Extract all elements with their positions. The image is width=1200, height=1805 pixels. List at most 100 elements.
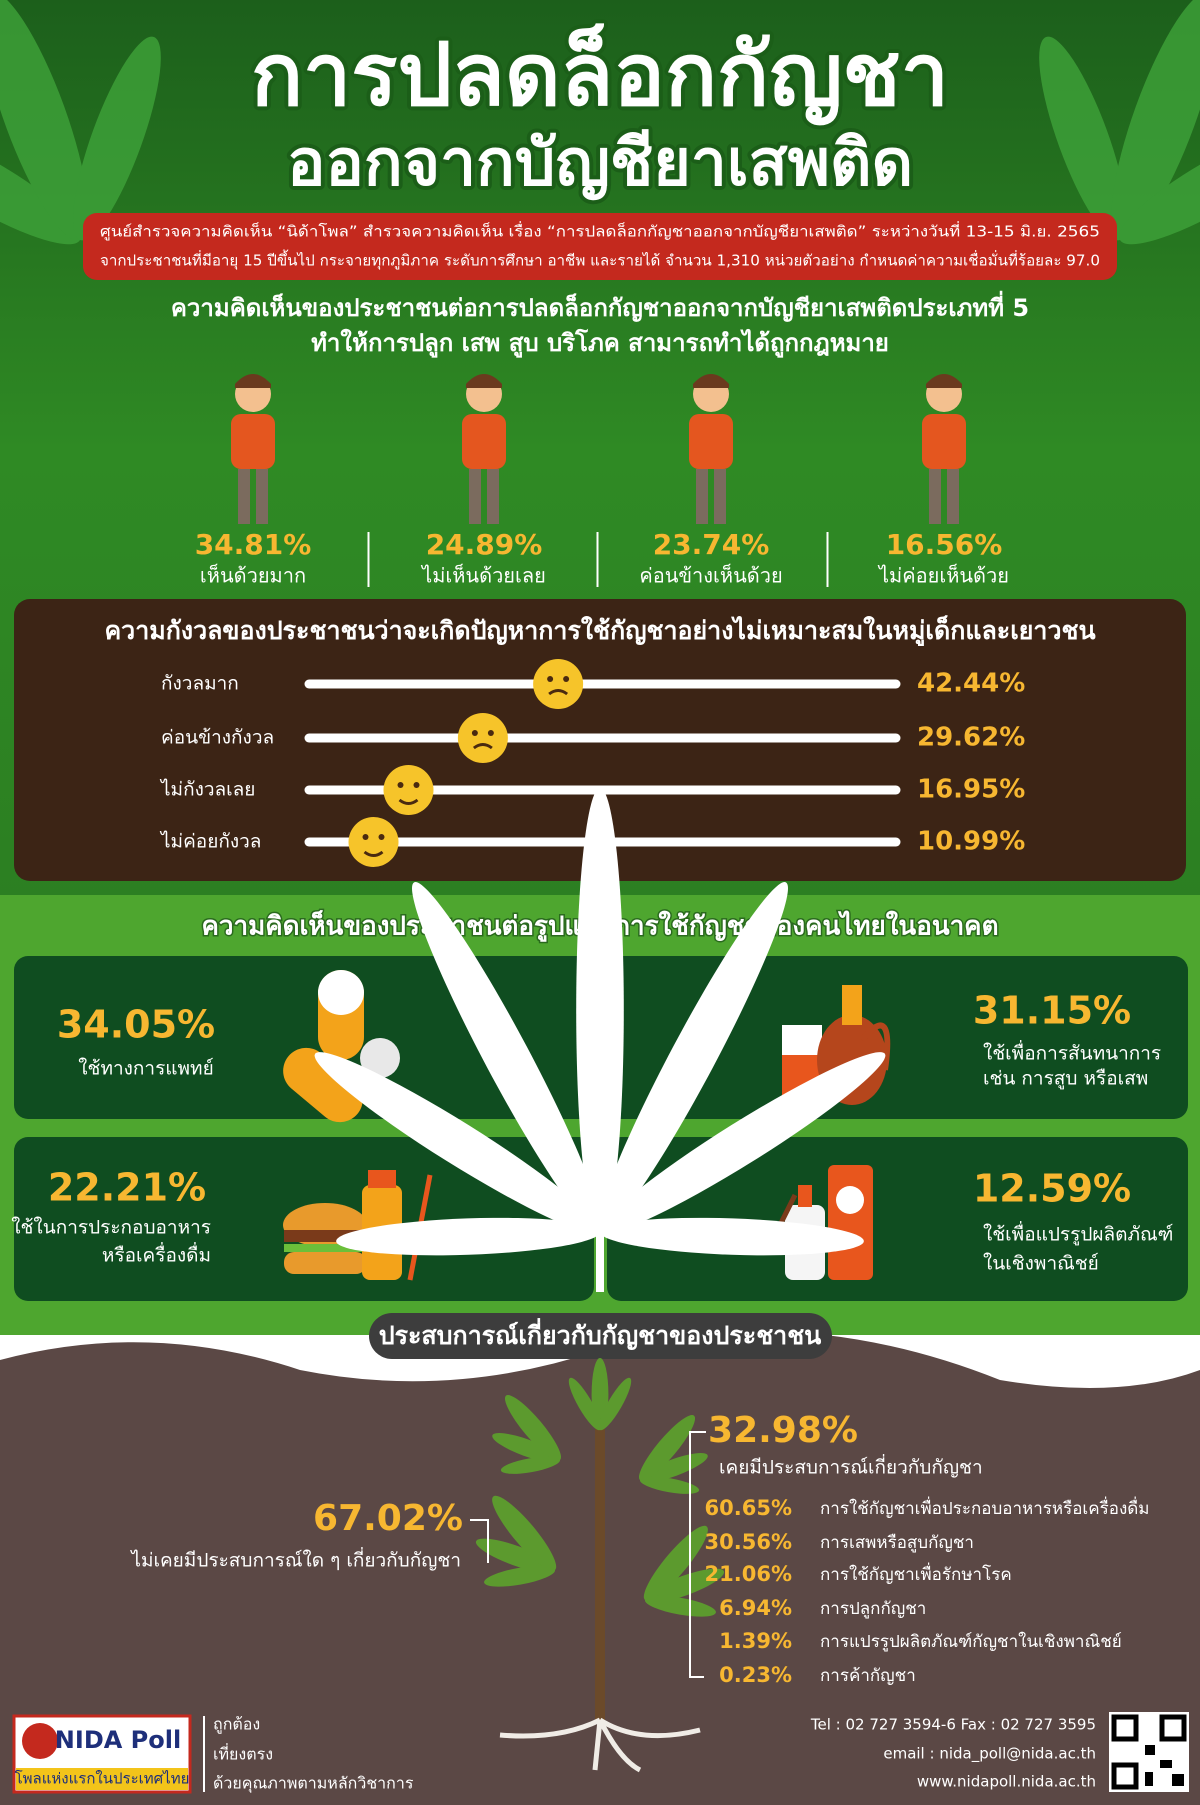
face-eye bbox=[413, 782, 420, 788]
decoration bbox=[368, 1170, 396, 1188]
face-eye bbox=[471, 730, 478, 736]
contact: email : nida_poll@nida.ac.th bbox=[883, 1745, 1096, 1764]
never-label: ไม่เคยมีประสบการณ์ใด ๆ เกี่ยวกับกัญชา bbox=[129, 1547, 461, 1572]
face-eye bbox=[378, 834, 385, 840]
logo-emblem bbox=[22, 1723, 58, 1759]
motto: เที่ยงตรง bbox=[213, 1743, 273, 1764]
usage-percent: 12.59% bbox=[973, 1167, 1131, 1211]
contact: www.nidapoll.nida.ac.th bbox=[917, 1773, 1096, 1791]
usage-panel bbox=[607, 956, 1188, 1119]
face bbox=[457, 713, 508, 763]
face bbox=[533, 659, 584, 709]
motto: ถูกต้อง bbox=[213, 1715, 260, 1735]
worry-label: ไม่ค่อยกังวล bbox=[159, 831, 261, 853]
face-mouth bbox=[472, 743, 493, 750]
ever-item-percent: 60.65% bbox=[705, 1496, 792, 1520]
usage-panel bbox=[607, 1137, 1188, 1301]
logo-tagline: โพลแห่งแรกในประเทศไทย bbox=[15, 1770, 190, 1788]
worry-label: ค่อนข้างกังวล bbox=[161, 727, 274, 749]
usage-label: ในเชิงพาณิชย์ bbox=[983, 1253, 1099, 1275]
cannabis-leaf bbox=[303, 788, 897, 1292]
usage-label: ใช้เพื่อการสันทนาการ bbox=[983, 1040, 1161, 1065]
section-heading: ประสบการณ์เกี่ยวกับกัญชาของประชาชน bbox=[379, 1318, 822, 1350]
usage-percent: 34.05% bbox=[57, 1003, 215, 1047]
worry-label: กังวลมาก bbox=[161, 673, 239, 695]
decoration bbox=[782, 1025, 822, 1055]
ever-percent: 32.98% bbox=[708, 1410, 858, 1451]
opinion-label: เห็นด้วยมาก bbox=[200, 563, 306, 588]
tagline-bar bbox=[16, 1768, 188, 1790]
survey-note: ศูนย์สำรวจความคิดเห็น “นิด้าโพล” สำรวจคว… bbox=[100, 221, 1100, 241]
decoration bbox=[1111, 1714, 1139, 1742]
usage-label: เช่น การสูบ หรือเสพ bbox=[983, 1068, 1148, 1090]
logo-text: NIDA Poll bbox=[55, 1726, 181, 1754]
opinion-percent: 24.89% bbox=[426, 528, 543, 561]
decoration bbox=[1159, 1714, 1187, 1742]
opinion-label: ไม่ค่อยเห็นด้วย bbox=[877, 563, 1009, 588]
usage-label: หรือเครื่องดื่ม bbox=[102, 1242, 211, 1267]
worry-percent: 10.99% bbox=[917, 827, 1025, 857]
decoration bbox=[318, 970, 364, 1015]
face-eye bbox=[547, 676, 554, 682]
note-box bbox=[83, 213, 1117, 280]
contact: Tel : 02 727 3594-6 Fax : 02 727 3595 bbox=[810, 1716, 1096, 1734]
ever-item-percent: 0.23% bbox=[719, 1663, 792, 1687]
opinion-percent: 16.56% bbox=[886, 528, 1003, 561]
face-eye bbox=[563, 676, 570, 682]
usage-panel bbox=[14, 956, 594, 1119]
face-mouth bbox=[363, 850, 384, 857]
usage-label: ใช้เพื่อแปรรูปผลิตภัณฑ์ bbox=[983, 1221, 1173, 1246]
decoration bbox=[360, 1038, 400, 1078]
ever-item-percent: 30.56% bbox=[705, 1530, 792, 1554]
section-heading: ทำให้การปลูก เสพ สูบ บริโภค สามารถทำได้ถ… bbox=[311, 328, 889, 358]
decoration bbox=[1172, 1774, 1184, 1786]
ever-item-label: การใช้กัญชาเพื่อรักษาโรค bbox=[820, 1562, 1012, 1585]
usage-label: ใช้ทางการแพทย์ bbox=[78, 1058, 213, 1080]
motto: ด้วยคุณภาพตามหลักวิชาการ bbox=[213, 1774, 414, 1794]
ever-item-percent: 21.06% bbox=[705, 1562, 792, 1586]
ever-item-label: การปลูกกัญชา bbox=[820, 1599, 926, 1619]
opinion-percent: 34.81% bbox=[195, 528, 312, 561]
never-percent: 67.02% bbox=[313, 1498, 463, 1539]
ever-item-label: การเสพหรือสูบกัญชา bbox=[820, 1533, 974, 1553]
ever-label: เคยมีประสบการณ์เกี่ยวกับกัญชา bbox=[719, 1454, 983, 1479]
heading-pill bbox=[369, 1313, 832, 1359]
bracket bbox=[689, 1431, 706, 1678]
ever-list: 60.65% การใช้กัญชาเพื่อประกอบอาหารหรือเคร… bbox=[705, 1496, 1150, 1687]
usage-label: ใช้ในการประกอบอาหาร bbox=[11, 1217, 211, 1239]
face-mouth bbox=[548, 689, 569, 696]
face bbox=[348, 817, 399, 867]
opinion-label: ไม่เห็นด้วยเลย bbox=[420, 563, 546, 588]
worry-percent: 16.95% bbox=[917, 775, 1025, 805]
worry-group: กังวลมาก 42.44% ค่อนข้างกังวล 29.62% ไม่กังว… bbox=[159, 659, 1025, 867]
face bbox=[383, 765, 434, 815]
decoration bbox=[499, 1717, 701, 1773]
usage-percent: 31.15% bbox=[973, 989, 1131, 1033]
section-heading: ความคิดเห็นของประชาชนต่อการปลดล็อกกัญชาอ… bbox=[171, 290, 1029, 322]
face-eye bbox=[397, 782, 404, 788]
decoration bbox=[1160, 1760, 1172, 1768]
title-line: ออกจากบัญชียาเสพติด bbox=[287, 127, 913, 201]
decoration bbox=[842, 985, 862, 1025]
opinion-percent: 23.74% bbox=[653, 528, 770, 561]
opinion-label: ค่อนข้างเห็นด้วย bbox=[639, 563, 782, 588]
plant-icon bbox=[472, 1358, 728, 1773]
usage-percent: 22.21% bbox=[48, 1166, 206, 1210]
decoration bbox=[284, 1252, 366, 1274]
decoration bbox=[859, 1022, 891, 1071]
section-heading: ความกังวลของประชาชนว่าจะเกิดปัญหาการใช้ก… bbox=[104, 615, 1095, 647]
bracket bbox=[470, 1519, 489, 1563]
face-eye bbox=[487, 730, 494, 736]
ever-item-label: การแปรรูปผลิตภัณฑ์กัญชาในเชิงพาณิชย์ bbox=[820, 1631, 1122, 1652]
qr-code bbox=[1109, 1712, 1189, 1792]
opinion-group: 34.81%เห็นด้วยมาก 24.89%ไม่เห็นด้วยเลย 23.… bbox=[195, 374, 1009, 588]
ever-item-label: การค้ากัญชา bbox=[820, 1666, 916, 1686]
decoration bbox=[284, 1244, 366, 1252]
pill-icon bbox=[283, 970, 400, 1123]
worry-label: ไม่กังวลเลย bbox=[159, 779, 255, 801]
decoration bbox=[596, 1232, 604, 1292]
worry-percent: 42.44% bbox=[917, 669, 1025, 699]
decoration bbox=[1145, 1745, 1155, 1755]
